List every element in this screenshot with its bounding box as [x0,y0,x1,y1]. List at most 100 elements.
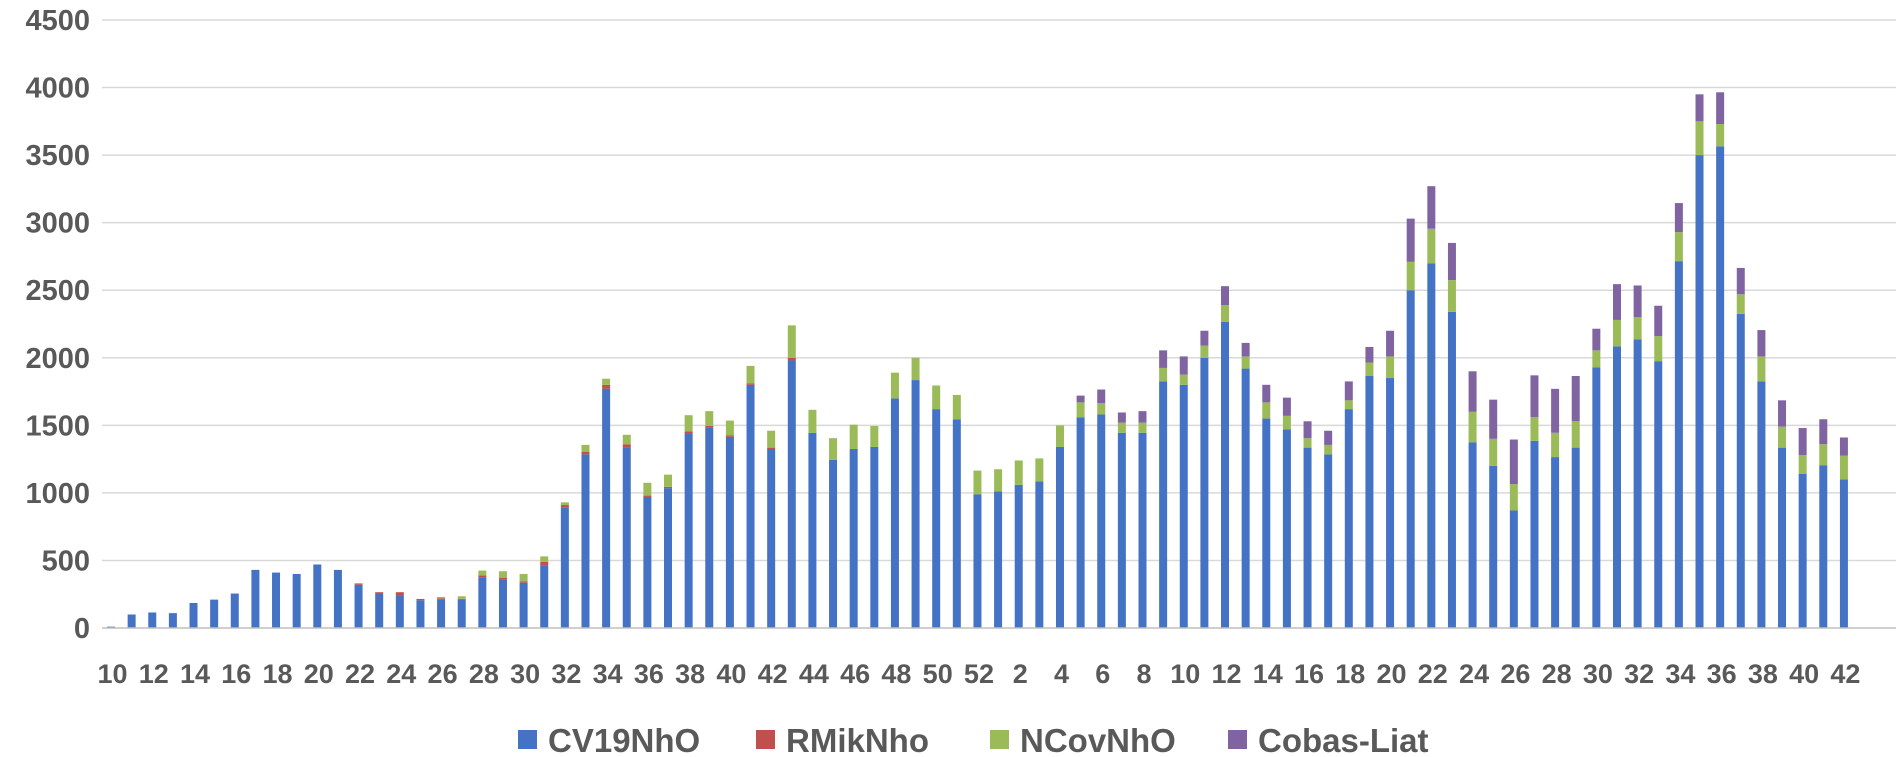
y-tick-label: 1500 [25,410,90,442]
bar-segment [1427,228,1436,264]
x-tick-label: 10 [97,659,127,689]
bar-segment [1117,432,1126,628]
bar-segment [1282,397,1291,416]
bar-segment [1592,367,1601,628]
x-tick-label: 34 [593,659,623,689]
bar-segment [1386,330,1395,357]
x-tick-label: 22 [345,659,375,689]
bar-segment [251,569,260,628]
bar-segment [1736,313,1745,628]
bar-segment [746,384,755,628]
bar-segment [1571,421,1580,448]
bar-segment [1612,346,1621,628]
bar-segment [1365,362,1374,377]
bar-segment [994,469,1003,492]
bar-segment [560,505,569,508]
bar-segment [395,592,404,596]
x-tick-label: 40 [716,659,746,689]
bar-segment [1551,457,1560,628]
x-axis-ticks: 10 12 14 16 18 20 22 24 26 28 30 32 34 36 38 40 42 44 46 48… [97,659,1860,689]
bar-segment [1468,371,1477,412]
bar-segment [1262,418,1271,628]
bar-segment [1654,336,1663,362]
bar-segment [787,325,796,358]
bar-segment [375,593,384,628]
x-tick-label: 40 [1789,659,1819,689]
x-tick-label: 2 [1013,659,1028,689]
bar-segment [1716,146,1725,628]
bar-segment [725,436,734,628]
bar-segment [1489,465,1498,628]
bar-segment [1839,455,1848,480]
bar-segment [767,430,776,448]
bar-segment [1798,473,1807,628]
bar-segment [973,494,982,628]
x-tick-label: 26 [428,659,458,689]
bar-segment [1282,415,1291,430]
bar-segment [1674,232,1683,262]
bar-segment [1695,121,1704,156]
y-tick-label: 4000 [25,73,90,105]
bar-segment [437,598,446,600]
x-tick-label: 20 [304,659,334,689]
bar-segment [519,582,528,628]
bar-segment [1200,345,1209,358]
bar-segment [478,575,487,578]
legend-swatch [518,730,537,749]
bar-segment [540,565,549,628]
bar-segment [1159,381,1168,628]
bar-segment [808,409,817,433]
bar-segment [1427,263,1436,628]
bar-segment [1200,357,1209,628]
bar-segment [664,488,673,628]
bar-segment [498,578,507,580]
bar-segment [1447,311,1456,628]
bar-segment [437,596,446,599]
bar-segment [890,372,899,399]
bar-segment [1489,399,1498,439]
x-tick-label: 10 [1170,659,1200,689]
bar-segment [1076,402,1085,418]
bar-segment [1530,375,1539,418]
y-tick-label: 4500 [25,5,90,37]
bar-segment [1406,218,1415,262]
bar-segment [1757,330,1766,357]
bar-segment [1406,261,1415,291]
bar-segment [932,409,941,628]
bar-segment [416,600,425,628]
bar-segment [643,495,652,497]
bar-segment [1055,446,1064,628]
bar-segment [870,426,879,447]
bar-segment [684,415,693,432]
bar-segment [622,447,631,628]
x-tick-label: 38 [675,659,705,689]
bar-segment [1365,376,1374,628]
x-tick-label: 18 [1335,659,1365,689]
bar-segment [1551,432,1560,458]
y-tick-label: 3500 [25,140,90,172]
bar-segment [911,357,920,381]
bar-segment [1468,411,1477,443]
bar-segment [1241,342,1250,357]
bar-segment [333,569,342,628]
bar-segment [1221,286,1230,306]
bar-segment [973,470,982,495]
legend-swatch [756,730,775,749]
bar-segment [1365,346,1374,363]
bar-segment [1117,412,1126,423]
x-tick-label: 48 [881,659,911,689]
bar-segment [292,573,301,628]
bar-segment [1674,203,1683,233]
bar-segment [1716,124,1725,147]
bar-segment [829,438,838,460]
legend-label: NCovNhO [1020,722,1176,757]
bar-segment [1179,374,1188,385]
x-tick-label: 28 [469,659,499,689]
bar-segment [519,573,528,582]
bar-segment [994,491,1003,628]
bar-segment [1386,356,1395,379]
bar-segment [602,384,611,389]
x-tick-label: 46 [840,659,870,689]
bar-segment [1695,94,1704,122]
